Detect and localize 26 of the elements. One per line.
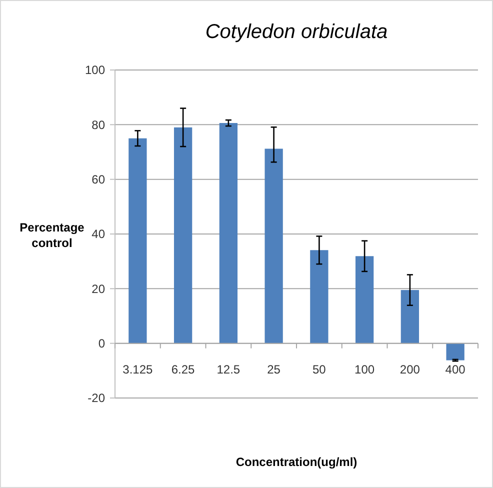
x-tick-label: 100 (354, 362, 375, 376)
x-tick-label: 25 (267, 362, 281, 376)
y-axis-title: Percentage control (20, 220, 85, 250)
x-tick-label: 6.25 (171, 362, 196, 376)
bar (219, 123, 238, 344)
x-tick-label: 200 (400, 362, 420, 376)
y-tick-label: -20 (88, 391, 106, 406)
bar (400, 290, 420, 344)
bar (264, 148, 283, 344)
bar (355, 256, 374, 344)
bar (128, 138, 147, 344)
y-tick-label: 20 (92, 282, 106, 296)
y-tick-label: 0 (98, 336, 106, 351)
bar (174, 127, 192, 344)
y-tick-label: 80 (92, 118, 106, 132)
chart-title: Cotyledon orbiculata (205, 21, 388, 43)
x-axis-title: Concentration(ug/ml) (236, 455, 358, 469)
bar (310, 250, 328, 344)
y-tick-label: 40 (92, 227, 106, 242)
x-tick-label: 400 (445, 362, 466, 376)
x-tick-label: 12.5 (216, 362, 240, 376)
x-tick-label: 50 (312, 362, 326, 376)
x-tick-label: 3.125 (122, 362, 154, 376)
y-tick-label: 100 (84, 63, 106, 78)
bar (446, 343, 464, 360)
y-tick-label: 60 (92, 172, 106, 187)
